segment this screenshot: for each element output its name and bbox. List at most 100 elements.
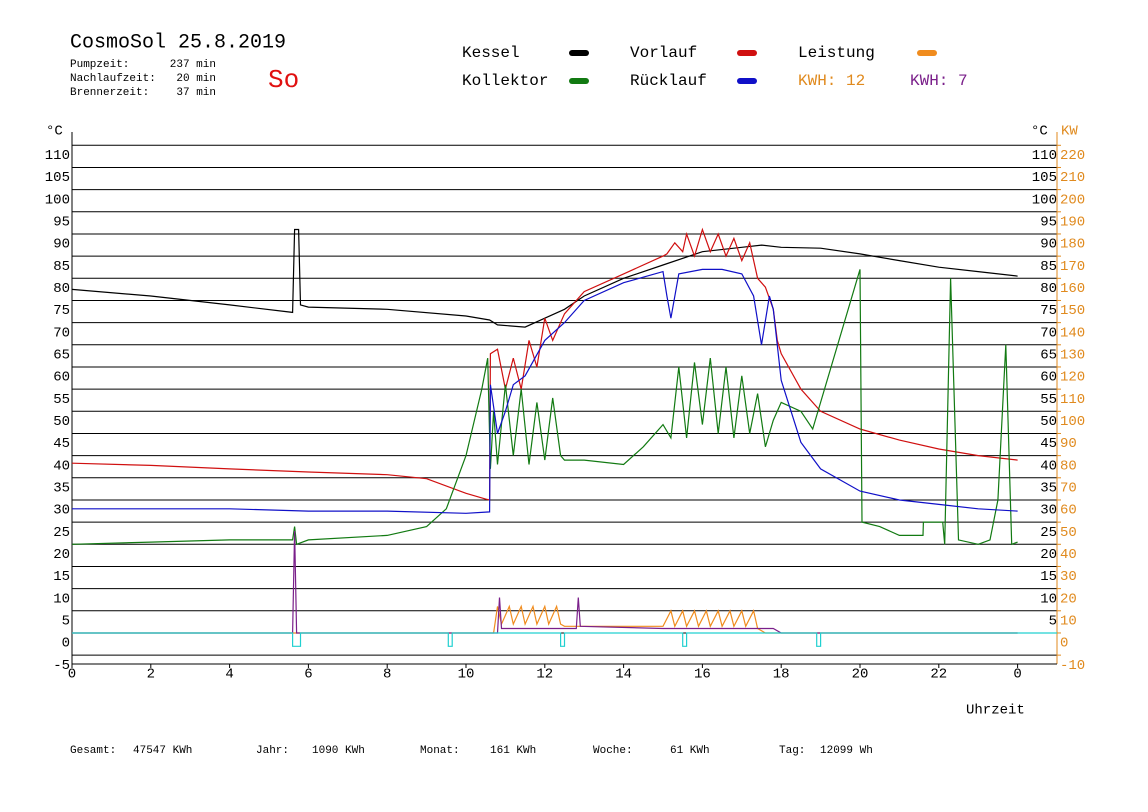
annotation: KWH: 7 xyxy=(910,72,968,90)
series-line xyxy=(71,269,1018,546)
y-tick-label: 60 xyxy=(53,370,70,386)
y-tick-label-right: 80 xyxy=(1040,281,1057,297)
y-tick-label: 25 xyxy=(53,525,70,541)
x-tick-label: 14 xyxy=(615,667,632,683)
footer-label: Monat: xyxy=(420,745,460,757)
y-tick-label: -5 xyxy=(53,658,70,674)
x-tick-label: 20 xyxy=(852,667,869,683)
y2-tick-label: 100 xyxy=(1060,414,1085,430)
y-tick-label: 95 xyxy=(53,215,70,231)
y-unit-right: °C xyxy=(1031,124,1048,140)
y2-tick-label: 220 xyxy=(1060,148,1085,164)
footer-label: Jahr: xyxy=(256,745,289,757)
y-tick-label: 90 xyxy=(53,237,70,253)
y-tick-label: 50 xyxy=(53,414,70,430)
y2-tick-label: 160 xyxy=(1060,281,1085,297)
info-label: Brennerzeit: xyxy=(70,87,149,99)
y2-tick-label: -10 xyxy=(1060,658,1085,674)
footer-label: Gesamt: xyxy=(70,745,116,757)
y-tick-label: 0 xyxy=(62,636,70,652)
y2-tick-label: 70 xyxy=(1060,481,1077,497)
y-tick-label-right: 40 xyxy=(1040,458,1057,474)
y-tick-label: 100 xyxy=(45,192,70,208)
info-value: 237 min xyxy=(170,59,216,71)
x-tick-label: 4 xyxy=(225,667,233,683)
y-tick-label-right: 15 xyxy=(1040,569,1057,585)
y-tick-label-right: 30 xyxy=(1040,503,1057,519)
y-tick-label-right: 35 xyxy=(1040,481,1057,497)
y2-tick-label: 90 xyxy=(1060,436,1077,452)
x-tick-label: 2 xyxy=(147,667,155,683)
y2-tick-label: 80 xyxy=(1060,458,1077,474)
y-tick-label-right: 110 xyxy=(1032,148,1057,164)
y2-tick-label: 170 xyxy=(1060,259,1085,275)
footer-value: 161 KWh xyxy=(490,745,536,757)
info-value: 20 min xyxy=(176,73,216,85)
y-tick-label-right: 10 xyxy=(1040,591,1057,607)
info-label: Pumpzeit: xyxy=(70,59,129,71)
y-tick-label-right: 70 xyxy=(1040,325,1057,341)
y2-tick-label: 150 xyxy=(1060,303,1085,319)
footer-label: Woche: xyxy=(593,745,633,757)
annotation: KWH: 12 xyxy=(798,72,865,90)
y-tick-label: 5 xyxy=(62,614,70,630)
footer-value: 1090 KWh xyxy=(312,745,365,757)
y-tick-label: 55 xyxy=(53,392,70,408)
x-tick-label: 10 xyxy=(458,667,475,683)
y-tick-label-right: 45 xyxy=(1040,436,1057,452)
y-tick-label-right: 5 xyxy=(1049,614,1057,630)
x-axis-label: Uhrzeit xyxy=(966,703,1025,719)
footer-value: 61 KWh xyxy=(670,745,710,757)
y-tick-label: 105 xyxy=(45,170,70,186)
y2-tick-label: 120 xyxy=(1060,370,1085,386)
y2-tick-label: 50 xyxy=(1060,525,1077,541)
y-tick-label: 30 xyxy=(53,503,70,519)
y-tick-label: 10 xyxy=(53,591,70,607)
y-tick-label-right: 75 xyxy=(1040,303,1057,319)
x-tick-label: 8 xyxy=(383,667,391,683)
y-tick-label: 40 xyxy=(53,458,70,474)
y-tick-label-right: 90 xyxy=(1040,237,1057,253)
y-tick-label: 110 xyxy=(45,148,70,164)
y-tick-label-right: 50 xyxy=(1040,414,1057,430)
y-tick-label-right: 105 xyxy=(1032,170,1057,186)
y-tick-label-right: 55 xyxy=(1040,392,1057,408)
series-line xyxy=(71,228,1018,328)
series-line xyxy=(72,604,1018,634)
y2-tick-label: 200 xyxy=(1060,192,1085,208)
y-tick-label: 45 xyxy=(53,436,70,452)
x-tick-label: 16 xyxy=(694,667,711,683)
x-tick-label: 6 xyxy=(304,667,312,683)
y-tick-label: 75 xyxy=(53,303,70,319)
y2-tick-label: 130 xyxy=(1060,348,1085,364)
y2-tick-label: 20 xyxy=(1060,591,1077,607)
legend-label: Vorlauf xyxy=(630,44,697,62)
series-line xyxy=(72,530,1018,634)
info-value: 37 min xyxy=(176,87,216,99)
x-tick-label: 18 xyxy=(773,667,790,683)
series-line xyxy=(72,632,1057,647)
footer-label: Tag: xyxy=(779,745,805,757)
y2-tick-label: 180 xyxy=(1060,237,1085,253)
y-tick-label-right: 60 xyxy=(1040,370,1057,386)
weekday: So xyxy=(268,65,299,95)
y2-tick-label: 0 xyxy=(1060,636,1068,652)
series-line xyxy=(72,268,1018,514)
info-label: Nachlaufzeit: xyxy=(70,73,156,85)
y2-tick-label: 140 xyxy=(1060,325,1085,341)
y-tick-label-right: 25 xyxy=(1040,525,1057,541)
legend-label: Leistung xyxy=(798,44,875,62)
y2-tick-label: 60 xyxy=(1060,503,1077,519)
y2-unit: KW xyxy=(1061,124,1078,140)
y-tick-label-right: 95 xyxy=(1040,215,1057,231)
y-tick-label: 80 xyxy=(53,281,70,297)
y2-tick-label: 30 xyxy=(1060,569,1077,585)
x-tick-label: 0 xyxy=(68,667,76,683)
y-tick-label: 70 xyxy=(53,325,70,341)
y2-tick-label: 40 xyxy=(1060,547,1077,563)
y-tick-label-right: 65 xyxy=(1040,348,1057,364)
y-tick-label: 65 xyxy=(53,348,70,364)
footer-value: 47547 KWh xyxy=(133,745,192,757)
legend-label: Kollektor xyxy=(462,72,548,90)
